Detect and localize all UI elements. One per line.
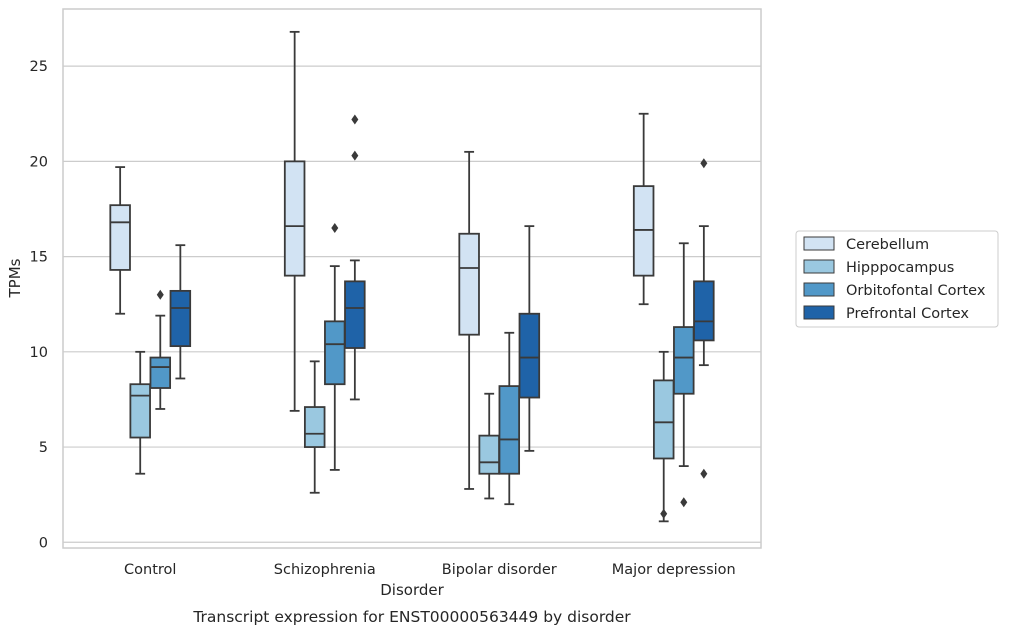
box-iqr [478, 434, 500, 475]
box-iqr [129, 383, 151, 439]
x-axis-title: Disorder [380, 581, 444, 599]
box-iqr [283, 160, 306, 277]
y-tick-label: 0 [39, 535, 48, 551]
box-iqr [673, 326, 695, 395]
outlier-point [700, 158, 708, 169]
box-iqr [498, 385, 521, 475]
box-iqr [149, 356, 172, 389]
x-tick-label: Bipolar disorder [442, 562, 557, 578]
legend: Cerebellum Hipppocampus Orbitofontal Corte… [795, 230, 999, 328]
box-cerebellum [109, 166, 131, 315]
box-hipppocampus [652, 350, 675, 523]
box-orbitofontal-cortex [149, 289, 172, 410]
box-hipppocampus [129, 350, 151, 475]
box-iqr [632, 185, 655, 277]
legend-frame [795, 230, 999, 328]
y-tick-label: 5 [39, 440, 48, 456]
x-tick-label: Control [124, 562, 176, 578]
y-axis-title: TPMs [6, 258, 24, 298]
legend-label: Hipppocampus [846, 260, 954, 276]
legend-label: Orbitofontal Cortex [846, 283, 986, 299]
box-iqr [109, 204, 131, 271]
box-iqr [169, 289, 192, 348]
y-tick-label: 10 [30, 345, 48, 361]
legend-swatch [803, 236, 835, 251]
x-tick-labels: Control Schizophrenia Bipolar disorder Majo… [124, 562, 736, 578]
legend-swatch [803, 305, 835, 320]
outlier-point [680, 497, 688, 508]
box-prefrontal-cortex [169, 244, 192, 380]
box-iqr [518, 312, 541, 399]
box-iqr [303, 406, 326, 448]
y-tick-labels: 0 5 10 15 20 25 [30, 59, 48, 551]
legend-swatch [803, 259, 835, 274]
outlier-point [351, 114, 359, 125]
box-hipppocampus [303, 360, 326, 494]
box-orbitofontal-cortex [324, 223, 346, 471]
y-tick-label: 20 [30, 154, 48, 170]
outlier-point [660, 508, 668, 519]
grid-lines [63, 65, 761, 543]
outlier-point [351, 150, 359, 161]
box-cerebellum [458, 150, 480, 490]
plot-area-frame [62, 8, 762, 549]
y-tick-label: 15 [30, 250, 48, 266]
legend-swatch [803, 282, 835, 297]
chart-caption: Transcript expression for ENST0000056344… [192, 608, 631, 626]
x-tick-label: Major depression [612, 562, 736, 578]
legend-label: Cerebellum [846, 237, 929, 253]
box-hipppocampus [478, 392, 500, 500]
box-cerebellum [283, 30, 306, 412]
box-iqr [458, 232, 480, 336]
box-prefrontal-cortex [693, 158, 715, 479]
box-iqr [652, 379, 675, 460]
box-iqr [693, 280, 715, 342]
box-prefrontal-cortex [344, 114, 366, 401]
box-iqr [324, 320, 346, 386]
box-groups [109, 30, 715, 523]
legend-label: Prefrontal Cortex [846, 306, 969, 322]
outlier-point [156, 289, 164, 300]
y-tick-label: 25 [30, 59, 48, 75]
box-orbitofontal-cortex [498, 331, 521, 506]
outlier-point [331, 223, 339, 234]
box-prefrontal-cortex [518, 225, 541, 452]
box-orbitofontal-cortex [673, 242, 695, 508]
x-tick-label: Schizophrenia [274, 562, 376, 578]
box-iqr [344, 280, 366, 349]
box-cerebellum [632, 112, 655, 306]
outlier-point [700, 468, 708, 479]
